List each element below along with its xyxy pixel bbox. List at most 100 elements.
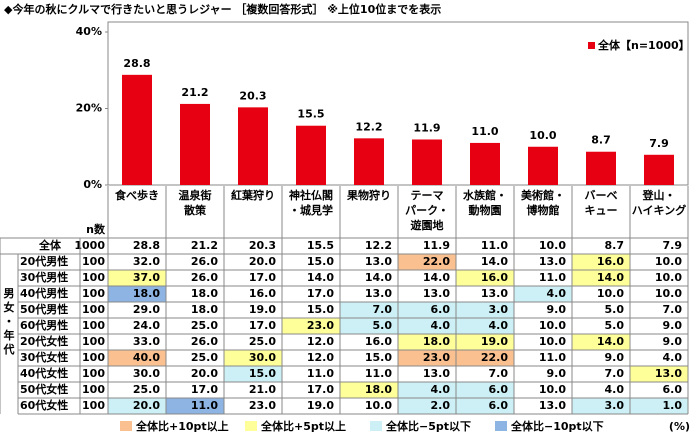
cell-highlight <box>572 270 630 286</box>
legend-swatch <box>120 421 132 431</box>
n-header: n数 <box>86 222 106 236</box>
table-cell: 5.0 <box>373 319 393 332</box>
table-cell: 10.0 <box>539 335 566 348</box>
table-cell: 17.0 <box>307 383 334 396</box>
value-label: 8.7 <box>591 134 611 147</box>
value-label: 28.8 <box>123 57 150 70</box>
table-cell: 15.0 <box>307 255 334 268</box>
legend-swatch <box>495 421 507 431</box>
table-cell: 20.0 <box>249 255 276 268</box>
row-label: 20代女性 <box>20 334 68 348</box>
table-cell: 10.0 <box>539 383 566 396</box>
table-cell: 25.0 <box>191 319 218 332</box>
table-cell: 17.0 <box>249 271 276 284</box>
cell-highlight <box>456 302 514 318</box>
plot-frame <box>107 21 689 186</box>
table-cell: 25.0 <box>249 335 276 348</box>
chart-title: ◆今年の秋にクルマで行きたいと思うレジャー ［複数回答形式］ ※上位10位までを… <box>4 2 441 16</box>
bar <box>122 74 152 185</box>
unit-label: (%) <box>669 420 690 433</box>
row-label: 40代男性 <box>20 286 68 300</box>
table-cell: 23.0 <box>249 399 276 412</box>
cell-highlight <box>340 302 398 318</box>
table-cell: 19.0 <box>249 303 276 316</box>
table-cell: 14.0 <box>423 271 450 284</box>
table-cell: 13.0 <box>365 255 392 268</box>
cell-highlight <box>282 318 340 334</box>
table-cell: 4.0 <box>431 383 451 396</box>
table-cell: 10.0 <box>539 319 566 332</box>
table-cell: 13.0 <box>539 399 566 412</box>
table-cell: 11.0 <box>307 367 334 380</box>
table-cell: 26.0 <box>191 335 218 348</box>
row-label: 30代男性 <box>20 270 68 284</box>
value-label: 11.0 <box>471 125 498 138</box>
row-label: 20代男性 <box>20 254 68 268</box>
value-label: 15.5 <box>297 108 324 121</box>
table-cell: 10.0 <box>655 287 682 300</box>
table-cell: 2.0 <box>431 399 451 412</box>
table-cell: 17.0 <box>307 287 334 300</box>
table-cell: 40.0 <box>133 351 160 364</box>
n-value: 100 <box>82 367 105 380</box>
cell-highlight <box>456 350 514 366</box>
x-tick-label: 温泉街散策 <box>179 188 212 217</box>
table-cell: 15.5 <box>307 239 334 252</box>
table-cell: 7.0 <box>605 367 625 380</box>
group-label: 男女・年代 <box>3 287 15 356</box>
table-cell: 21.2 <box>191 239 218 252</box>
x-tick-label: 登山・ハイキング <box>632 188 686 217</box>
table-cell: 4.0 <box>663 351 683 364</box>
table-cell: 16.0 <box>481 271 508 284</box>
n-value: 1000 <box>74 239 105 252</box>
cell-highlight <box>224 350 282 366</box>
table-cell: 17.0 <box>191 383 218 396</box>
table-cell: 7.0 <box>663 303 683 316</box>
table-cell: 19.0 <box>307 399 334 412</box>
table-cell: 30.0 <box>249 351 276 364</box>
table-cell: 4.0 <box>547 287 567 300</box>
cell-highlight <box>398 382 456 398</box>
table-cell: 1.0 <box>663 399 683 412</box>
n-value: 100 <box>82 287 105 300</box>
n-value: 100 <box>82 383 105 396</box>
cell-highlight <box>398 334 456 350</box>
cell-highlight <box>108 270 166 286</box>
n-value: 100 <box>82 255 105 268</box>
legend-label: 全体比+5pt以上 <box>260 419 346 433</box>
x-tick-label: テーマパーク・遊園地 <box>405 189 449 232</box>
table-cell: 24.0 <box>133 319 160 332</box>
legend-label: 全体比+10pt以上 <box>135 419 229 433</box>
table-cell: 6.0 <box>431 303 451 316</box>
x-tick-label: 紅葉狩り <box>231 188 275 202</box>
bar <box>528 146 558 185</box>
table-cell: 4.0 <box>489 319 509 332</box>
legend-swatch <box>588 42 595 49</box>
cell-highlight <box>514 286 572 302</box>
table-cell: 22.0 <box>423 255 450 268</box>
table-cell: 20.0 <box>191 367 218 380</box>
bar <box>470 142 500 185</box>
cell-highlight <box>108 286 166 302</box>
value-label: 20.3 <box>239 89 266 102</box>
table-cell: 10.0 <box>655 255 682 268</box>
cell-highlight <box>456 334 514 350</box>
row-label: 50代男性 <box>20 302 68 316</box>
table-cell: 15.0 <box>249 367 276 380</box>
table-cell: 15.0 <box>307 303 334 316</box>
table-cell: 9.0 <box>605 351 625 364</box>
table-cell: 18.0 <box>191 287 218 300</box>
cell-highlight <box>166 398 224 414</box>
table-cell: 14.0 <box>481 255 508 268</box>
table-cell: 14.0 <box>597 271 624 284</box>
table-cell: 13.0 <box>539 255 566 268</box>
cell-highlight <box>398 254 456 270</box>
cell-highlight <box>340 318 398 334</box>
table-cell: 18.0 <box>423 335 450 348</box>
table-cell: 29.0 <box>133 303 160 316</box>
table-cell: 23.0 <box>423 351 450 364</box>
row-label: 全体 <box>38 238 62 252</box>
y-tick-label: 40% <box>76 25 102 38</box>
table-cell: 32.0 <box>133 255 160 268</box>
table-cell: 18.0 <box>133 287 160 300</box>
